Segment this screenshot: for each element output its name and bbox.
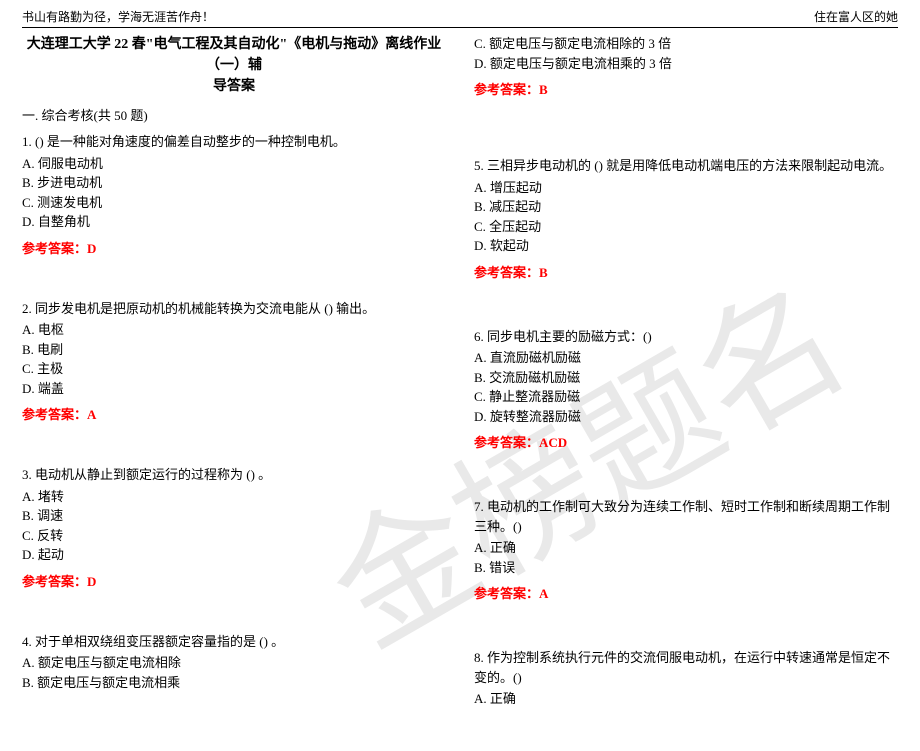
- option: A. 正确: [474, 538, 898, 558]
- option: D. 软起动: [474, 236, 898, 256]
- answer: 参考答案：D: [22, 238, 446, 257]
- option: A. 电枢: [22, 320, 446, 340]
- question-block: 3. 电动机从静止到额定运行的过程称为 () 。 A. 堵转 B. 调速 C. …: [22, 465, 446, 590]
- option: B. 交流励磁机励磁: [474, 368, 898, 388]
- option: D. 起动: [22, 545, 446, 565]
- header-right: 住在富人区的她: [814, 8, 898, 25]
- option: A. 堵转: [22, 487, 446, 507]
- option: C. 反转: [22, 526, 446, 546]
- question-block: 2. 同步发电机是把原动机的机械能转换为交流电能从 () 输出。 A. 电枢 B…: [22, 299, 446, 424]
- option: A. 额定电压与额定电流相除: [22, 653, 446, 673]
- option: A. 伺服电动机: [22, 154, 446, 174]
- question-block: 7. 电动机的工作制可大致分为连续工作制、短时工作制和断续周期工作制三种。() …: [474, 497, 898, 602]
- question-text: 1. () 是一种能对角速度的偏差自动整步的一种控制电机。: [22, 132, 446, 152]
- title-line-1: 大连理工大学 22 春"电气工程及其自动化"《电机与拖动》离线作业（一）辅: [27, 37, 442, 73]
- right-column: C. 额定电压与额定电流相除的 3 倍 D. 额定电压与额定电流相乘的 3 倍 …: [460, 34, 898, 751]
- answer: 参考答案：B: [474, 79, 898, 98]
- option: B. 减压起动: [474, 197, 898, 217]
- question-text: 3. 电动机从静止到额定运行的过程称为 () 。: [22, 465, 446, 485]
- question-block: 8. 作为控制系统执行元件的交流伺服电动机，在运行中转速通常是恒定不变的。() …: [474, 648, 898, 709]
- question-text: 6. 同步电机主要的励磁方式：(): [474, 327, 898, 347]
- answer: 参考答案：A: [22, 404, 446, 423]
- option: B. 步进电动机: [22, 173, 446, 193]
- option: D. 旋转整流器励磁: [474, 407, 898, 427]
- option: B. 电刷: [22, 340, 446, 360]
- option: D. 自整角机: [22, 212, 446, 232]
- question-block: 6. 同步电机主要的励磁方式：() A. 直流励磁机励磁 B. 交流励磁机励磁 …: [474, 327, 898, 452]
- answer: 参考答案：D: [22, 571, 446, 590]
- option: B. 调速: [22, 506, 446, 526]
- question-continuation: C. 额定电压与额定电流相除的 3 倍 D. 额定电压与额定电流相乘的 3 倍 …: [474, 34, 898, 98]
- option: C. 主极: [22, 359, 446, 379]
- option: C. 全压起动: [474, 217, 898, 237]
- option: D. 端盖: [22, 379, 446, 399]
- answer: 参考答案：B: [474, 262, 898, 281]
- option: D. 额定电压与额定电流相乘的 3 倍: [474, 54, 898, 74]
- question-text: 4. 对于单相双绕组变压器额定容量指的是 () 。: [22, 632, 446, 652]
- doc-title: 大连理工大学 22 春"电气工程及其自动化"《电机与拖动》离线作业（一）辅 导答…: [22, 34, 446, 97]
- question-block: 5. 三相异步电动机的 () 就是用降低电动机端电压的方法来限制起动电流。 A.…: [474, 156, 898, 281]
- content-columns: 大连理工大学 22 春"电气工程及其自动化"《电机与拖动》离线作业（一）辅 导答…: [0, 34, 920, 751]
- option: C. 静止整流器励磁: [474, 387, 898, 407]
- title-line-2: 导答案: [213, 79, 255, 94]
- question-text: 2. 同步发电机是把原动机的机械能转换为交流电能从 () 输出。: [22, 299, 446, 319]
- question-block: 4. 对于单相双绕组变压器额定容量指的是 () 。 A. 额定电压与额定电流相除…: [22, 632, 446, 693]
- option: A. 增压起动: [474, 178, 898, 198]
- section-heading: 一. 综合考核(共 50 题): [22, 105, 446, 124]
- answer: 参考答案：A: [474, 583, 898, 602]
- question-text: 5. 三相异步电动机的 () 就是用降低电动机端电压的方法来限制起动电流。: [474, 156, 898, 176]
- question-block: 1. () 是一种能对角速度的偏差自动整步的一种控制电机。 A. 伺服电动机 B…: [22, 132, 446, 257]
- option: C. 额定电压与额定电流相除的 3 倍: [474, 34, 898, 54]
- option: B. 额定电压与额定电流相乘: [22, 673, 446, 693]
- option: B. 错误: [474, 558, 898, 578]
- option: A. 直流励磁机励磁: [474, 348, 898, 368]
- header-rule: [22, 27, 898, 28]
- question-text: 8. 作为控制系统执行元件的交流伺服电动机，在运行中转速通常是恒定不变的。(): [474, 648, 898, 687]
- question-text: 7. 电动机的工作制可大致分为连续工作制、短时工作制和断续周期工作制三种。(): [474, 497, 898, 536]
- page-header: 书山有路勤为径，学海无涯苦作舟！ 住在富人区的她: [0, 0, 920, 27]
- header-left: 书山有路勤为径，学海无涯苦作舟！: [22, 8, 214, 25]
- option: C. 测速发电机: [22, 193, 446, 213]
- answer: 参考答案：ACD: [474, 432, 898, 451]
- left-column: 大连理工大学 22 春"电气工程及其自动化"《电机与拖动》离线作业（一）辅 导答…: [22, 34, 460, 751]
- option: A. 正确: [474, 689, 898, 709]
